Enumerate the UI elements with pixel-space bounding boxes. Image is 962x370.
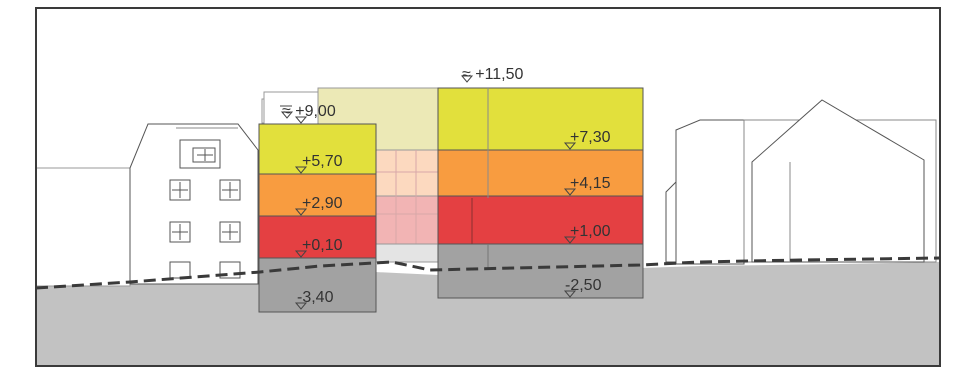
label-right-basement: -2,50 [565, 277, 602, 294]
left-basement [258, 257, 377, 313]
right-level-1 [437, 195, 644, 245]
label-top-left: ≈ +9,00 [282, 103, 336, 120]
label-right-level-3: +7,30 [570, 129, 611, 146]
label-left-basement: -3,40 [297, 289, 334, 306]
right-basement [437, 243, 644, 299]
elevation-labels: ≈ +11,50 ≈ +9,00 +5,70 +2,90 +0,10 -3,40… [282, 66, 611, 306]
right-level-3 [437, 87, 644, 151]
label-left-level-3: +5,70 [302, 153, 343, 170]
right-level-2 [437, 149, 644, 197]
left-level-1 [258, 215, 377, 259]
label-right-level-2: +4,15 [570, 175, 611, 192]
neighbor-windows [169, 179, 241, 279]
neighbor-building-right [665, 99, 937, 265]
drawing-frame [35, 7, 941, 367]
label-left-level-1: +0,10 [302, 237, 343, 254]
right-tower [437, 87, 644, 299]
label-top-main: ≈ +11,50 [462, 66, 524, 83]
label-right-level-1: +1,00 [570, 223, 611, 240]
neighbor-building-left [35, 123, 259, 287]
left-level-3 [258, 123, 377, 175]
label-left-level-2: +2,90 [302, 195, 343, 212]
left-tower [258, 123, 377, 313]
level-markers [280, 75, 577, 310]
